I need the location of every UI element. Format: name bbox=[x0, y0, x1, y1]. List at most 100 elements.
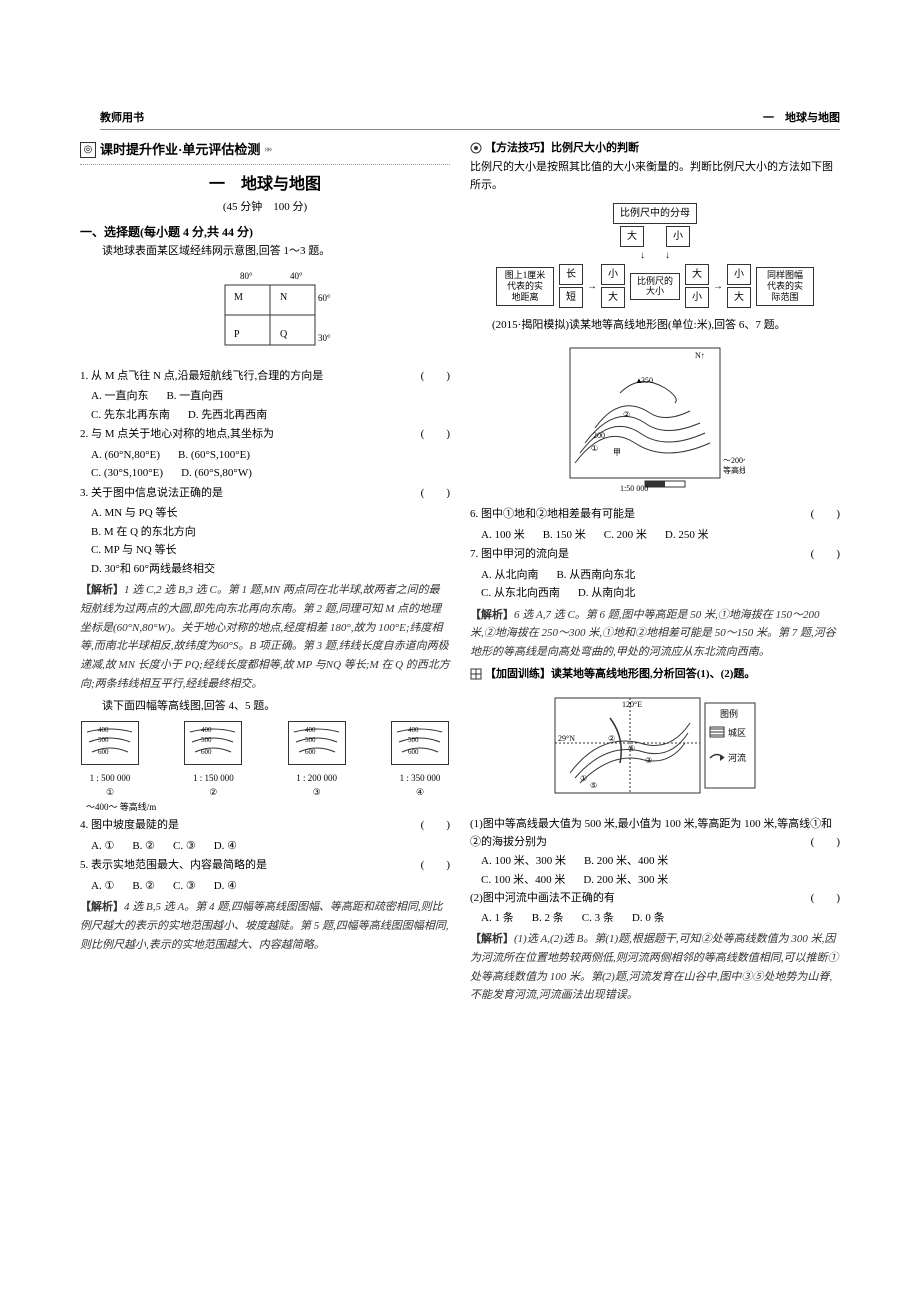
svg-text:200: 200 bbox=[593, 431, 605, 440]
scale-flow-diagram: 比例尺中的分母 大 小 ↓ ↓ 图上1厘米代表的实地距离 长短 → 小大 比例尺… bbox=[470, 202, 840, 309]
svg-text:600: 600 bbox=[98, 748, 109, 756]
running-header: 教师用书 一 地球与地图 bbox=[100, 110, 840, 130]
scale-1: 1 : 500 000 bbox=[80, 772, 140, 786]
q4-options: A. ① B. ② C. ③ D. ④ bbox=[91, 838, 450, 855]
map-label-2: ② bbox=[183, 786, 243, 800]
chapter-title: 一 地球与地图 bbox=[80, 173, 450, 197]
scale-row: 1 : 500 000 1 : 150 000 1 : 200 000 1 : … bbox=[80, 772, 450, 786]
q1-stem: 1. 从 M 点飞往 N 点,沿最短航线飞行,合理的方向是( ) bbox=[80, 368, 450, 386]
flow-mid-label: 比例尺的大小 bbox=[630, 273, 680, 301]
q5-opt-c: C. ③ bbox=[173, 878, 196, 895]
svg-text:120°E: 120°E bbox=[622, 700, 642, 709]
q4-opt-b: B. ② bbox=[132, 838, 155, 855]
svg-text:29°N: 29°N bbox=[558, 734, 575, 743]
divider bbox=[80, 164, 450, 165]
q7-opt-d: D. 从南向北 bbox=[578, 585, 635, 602]
q3-stem: 3. 关于图中信息说法正确的是( ) bbox=[80, 485, 450, 503]
sq1-opt-a: A. 100 米、300 米 bbox=[481, 853, 566, 870]
answer-blank: ( ) bbox=[811, 834, 840, 852]
q2-opt-b: B. (60°S,100°E) bbox=[178, 447, 250, 464]
answer-blank: ( ) bbox=[811, 890, 840, 908]
q3-opt-c: C. MP 与 NQ 等长 bbox=[91, 542, 450, 559]
svg-text:350: 350 bbox=[641, 376, 653, 385]
q1-opt-a: A. 一直向东 bbox=[91, 388, 148, 405]
svg-text:N↑: N↑ bbox=[695, 351, 705, 360]
reinforce-heading: 【加固训练】读某地等高线地形图,分析回答(1)、(2)题。 bbox=[470, 666, 755, 683]
svg-text:N: N bbox=[280, 292, 287, 303]
q6-opt-c: C. 200 米 bbox=[604, 527, 647, 544]
sq1-opt-c: C. 100 米、400 米 bbox=[481, 872, 565, 889]
q1-opt-b: B. 一直向西 bbox=[166, 388, 223, 405]
answer-blank: ( ) bbox=[421, 817, 450, 835]
q7-options-row2: C. 从东北向西南 D. 从南向北 bbox=[481, 585, 840, 602]
q4-stem: 4. 图中坡度最陡的是( ) bbox=[80, 817, 450, 835]
answer-blank: ( ) bbox=[421, 857, 450, 875]
analysis-1-text: 1 选 C,2 选 B,3 选 C。第 1 题,MN 两点同在北半球,故两者之间… bbox=[80, 584, 450, 689]
sq2-opt-c: C. 3 条 bbox=[582, 910, 614, 927]
svg-text:400: 400 bbox=[201, 726, 212, 734]
contour-legend: ～400～ 等高线/m bbox=[86, 801, 450, 815]
sq2-opt-d: D. 0 条 bbox=[632, 910, 665, 927]
q6-options: A. 100 米 B. 150 米 C. 200 米 D. 250 米 bbox=[481, 527, 840, 544]
part1-heading: 一、选择题(每小题 4 分,共 44 分) bbox=[80, 223, 450, 241]
svg-text:400: 400 bbox=[408, 726, 419, 734]
method-heading: 【方法技巧】比例尺大小的判断 bbox=[470, 140, 639, 157]
svg-text:P: P bbox=[234, 329, 240, 340]
svg-text:④: ④ bbox=[628, 744, 635, 753]
q1-options-row2: C. 先东北再东南 D. 先西北再西南 bbox=[91, 407, 450, 424]
q6-opt-d: D. 250 米 bbox=[665, 527, 709, 544]
q3-opt-a: A. MN 与 PQ 等长 bbox=[91, 505, 450, 522]
svg-text:⑤: ⑤ bbox=[590, 781, 597, 790]
analysis-3: 【解析】6 选 A,7 选 C。第 6 题,图中等高距是 50 米,①地海拔在 … bbox=[470, 606, 840, 662]
q7-opt-c: C. 从东北向西南 bbox=[481, 585, 560, 602]
flow-left-box: 图上1厘米代表的实地距离 bbox=[496, 267, 554, 305]
method-text-1: 比例尺的大小是按照其比值的大小来衡量的。判断比例尺大小的方法如下图所示。 bbox=[470, 159, 840, 194]
method-label: 【方法技巧】比例尺大小的判断 bbox=[485, 140, 639, 157]
q7-opt-b: B. 从西南向东北 bbox=[556, 567, 635, 584]
q7-opt-a: A. 从北向南 bbox=[481, 567, 538, 584]
q5-opt-d: D. ④ bbox=[214, 878, 237, 895]
svg-text:80°: 80° bbox=[240, 271, 253, 281]
sq1-stem: (1)图中等高线最大值为 500 米,最小值为 100 米,等高距为 100 米… bbox=[470, 816, 840, 851]
svg-text:甲: 甲 bbox=[613, 448, 621, 457]
two-column-content: ◎ 课时提升作业·单元评估检测 »» 一 地球与地图 (45 分钟 100 分)… bbox=[80, 140, 840, 1009]
intro-1: 读地球表面某区域经纬网示意图,回答 1～3 题。 bbox=[80, 243, 450, 261]
svg-text:400: 400 bbox=[98, 726, 109, 734]
svg-text:等高线/m: 等高线/m bbox=[723, 465, 745, 475]
header-left: 教师用书 bbox=[100, 110, 144, 127]
svg-text:40°: 40° bbox=[290, 271, 303, 281]
arrow-icon: ↓ ↓ bbox=[470, 248, 840, 263]
analysis-2-label: 【解析】 bbox=[80, 901, 124, 913]
mini-map-2: 400500600 bbox=[183, 721, 243, 770]
flow-small: 小 bbox=[666, 226, 690, 247]
svg-text:600: 600 bbox=[408, 748, 419, 756]
svg-text:②: ② bbox=[623, 410, 630, 419]
svg-text:500: 500 bbox=[305, 736, 316, 744]
sq2-stem: (2)图中河流中画法不正确的有( ) bbox=[470, 890, 840, 908]
q6-opt-a: A. 100 米 bbox=[481, 527, 525, 544]
svg-text:600: 600 bbox=[305, 748, 316, 756]
analysis-4-label: 【解析】 bbox=[470, 933, 514, 945]
svg-text:500: 500 bbox=[201, 736, 212, 744]
analysis-1-label: 【解析】 bbox=[80, 584, 124, 596]
reinforce-icon bbox=[470, 668, 482, 680]
sq1-options-row2: C. 100 米、400 米 D. 200 米、300 米 bbox=[481, 872, 840, 889]
scale-4: 1 : 350 000 bbox=[390, 772, 450, 786]
map-label-3: ③ bbox=[287, 786, 347, 800]
mini-map-4: 400500600 bbox=[390, 721, 450, 770]
q5-opt-b: B. ② bbox=[132, 878, 155, 895]
svg-text:Q: Q bbox=[280, 329, 288, 340]
decor-arrows: »» bbox=[264, 142, 270, 157]
q6-opt-b: B. 150 米 bbox=[543, 527, 586, 544]
answer-blank: ( ) bbox=[421, 485, 450, 503]
q7-stem: 7. 图中甲河的流向是( ) bbox=[470, 546, 840, 564]
analysis-4: 【解析】(1)选 A,(2)选 B。第(1)题,根据题干,可知②处等高线数值为 … bbox=[470, 930, 840, 1005]
q2-opt-d: D. (60°S,80°W) bbox=[181, 465, 252, 482]
method-icon bbox=[470, 142, 482, 154]
sq2-opt-a: A. 1 条 bbox=[481, 910, 514, 927]
mini-map-3: 400500600 bbox=[287, 721, 347, 770]
flow-top: 比例尺中的分母 bbox=[613, 203, 697, 224]
sq2-options: A. 1 条 B. 2 条 C. 3 条 D. 0 条 bbox=[481, 910, 840, 927]
svg-text:M: M bbox=[234, 292, 243, 303]
latlon-grid-svg: 80° 40° 60° 30° M N P Q bbox=[200, 267, 330, 362]
